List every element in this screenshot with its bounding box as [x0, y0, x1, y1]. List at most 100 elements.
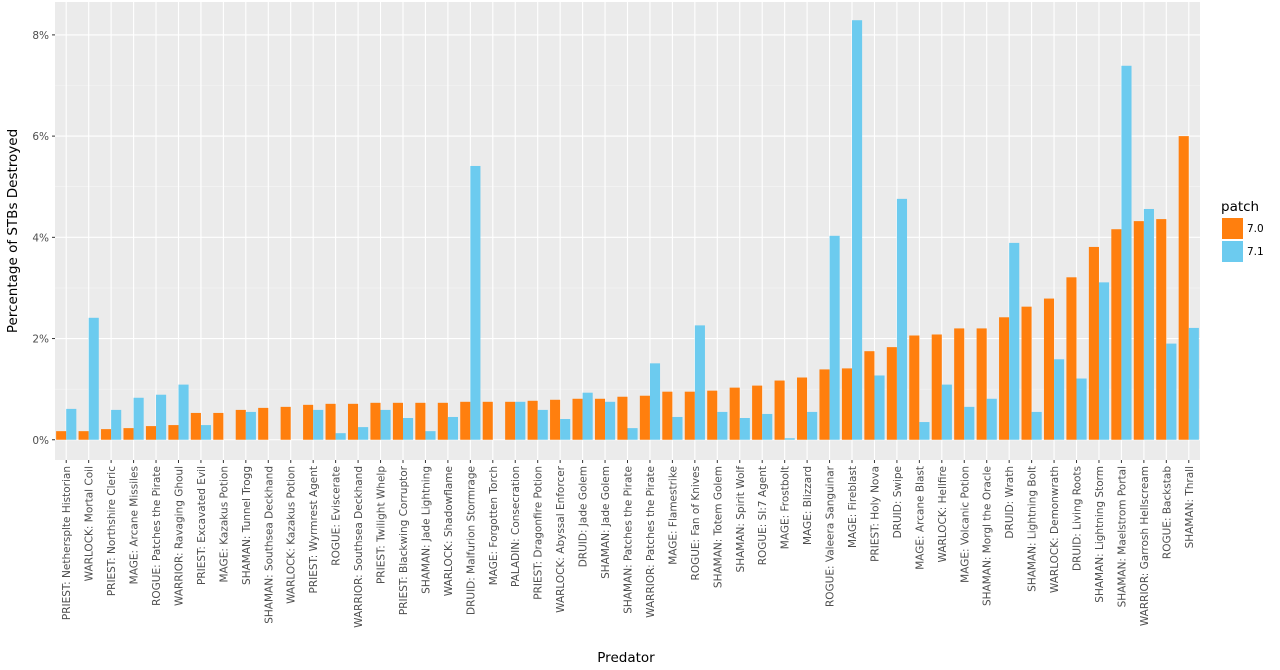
x-tick-label: SHAMAN: Thrall: [1184, 466, 1196, 548]
bar-7-1: [896, 198, 908, 440]
bar-7-0: [572, 398, 583, 440]
x-tick-label: DRUID: Swipe: [892, 466, 904, 538]
x-tick-label: DRUID: Malfurion Stormrage: [465, 466, 477, 615]
bar-7-1: [1143, 208, 1154, 440]
y-tick-label: 2%: [32, 334, 49, 346]
bar-7-1: [582, 392, 593, 440]
x-tick-label: ROGUE: SI:7 Agent: [757, 466, 769, 565]
bar-7-1: [425, 431, 436, 440]
bar-7-1: [88, 317, 99, 440]
x-tick-label: MAGE: Arcane Blast: [914, 466, 926, 570]
x-tick-label: MAGE: Arcane Missiles: [129, 466, 141, 584]
bar-7-0: [594, 398, 606, 440]
legend-swatch: [1222, 218, 1243, 239]
x-tick-label: WARRIOR: Patches the Pirate: [645, 466, 657, 618]
x-tick-label: SHAMAN: Morgl the Oracle: [982, 466, 994, 606]
x-tick-label: WARRIOR: Ravaging Ghoul: [173, 466, 185, 606]
bar-7-0: [707, 390, 718, 440]
x-tick-label: DRUID: Living Roots: [1072, 466, 1084, 571]
bar-7-1: [829, 235, 840, 440]
bar-7-1: [111, 409, 122, 440]
bar-7-0: [56, 431, 67, 440]
bar-7-0: [1156, 219, 1167, 440]
bar-7-1: [470, 165, 481, 440]
x-tick-label: MAGE: Kazakus Potion: [218, 466, 230, 583]
bar-7-1: [156, 394, 167, 440]
bar-7-1: [919, 422, 930, 440]
x-tick-label: WARLOCK: Demonwrath: [1049, 466, 1061, 593]
bar-7-0: [1088, 246, 1099, 440]
y-tick-label: 4%: [32, 232, 49, 244]
bar-7-0: [505, 401, 516, 440]
bar-7-0: [639, 395, 650, 440]
bar-7-1: [1098, 282, 1110, 440]
bar-7-0: [1111, 229, 1122, 440]
bar-7-1: [133, 397, 144, 440]
x-tick-label: WARRIOR: Southsea Deckhand: [353, 466, 365, 628]
bar-7-1: [1076, 378, 1087, 440]
bar-7-1: [200, 425, 212, 440]
bar-7-1: [1188, 327, 1199, 440]
bar-7-0: [482, 401, 493, 440]
bar-7-0: [101, 429, 112, 440]
bar-7-1: [874, 375, 885, 440]
bar-7-1: [627, 428, 638, 440]
bar-7-0: [123, 428, 134, 440]
bar-7-0: [280, 406, 291, 440]
x-tick-label: MAGE: Fireblast: [847, 466, 859, 548]
bar-7-1: [447, 416, 458, 440]
x-tick-label: SHAMAN: Totem Golem: [712, 466, 724, 588]
bar-7-1: [515, 401, 526, 440]
bar-7-0: [954, 328, 965, 440]
x-tick-label: DRUID: Wrath: [1004, 466, 1016, 539]
x-tick-label: PRIEST: Dragonfire Potion: [533, 466, 545, 600]
x-tick-label: PRIEST: Holy Nova: [869, 466, 881, 562]
bar-7-0: [460, 401, 471, 440]
legend-title: patch: [1221, 199, 1259, 215]
bar-7-0: [1021, 306, 1032, 440]
bar-7-0: [729, 387, 740, 440]
bar-7-1: [605, 401, 616, 440]
x-tick-label: PRIEST: Northshire Cleric: [106, 466, 118, 596]
bar-7-1: [178, 384, 189, 440]
bar-7-0: [190, 412, 201, 440]
bar-7-1: [986, 398, 997, 440]
x-tick-label: WARLOCK: Shadowflame: [443, 466, 455, 596]
bar-7-1: [784, 438, 795, 440]
bar-7-0: [78, 431, 89, 440]
bar-7-0: [909, 335, 920, 440]
x-tick-label: SHAMAN: Lightning Storm: [1094, 466, 1106, 603]
x-tick-label: SHAMAN: Southsea Deckhand: [263, 466, 275, 624]
bar-7-1: [964, 406, 975, 440]
bar-7-0: [797, 377, 808, 440]
x-tick-label: SHAMAN: Patches the Pirate: [623, 466, 635, 614]
bar-7-0: [886, 347, 897, 440]
bar-7-1: [335, 433, 346, 440]
x-tick-label: PALADIN: Consecration: [510, 466, 522, 587]
bar-7-0: [303, 404, 314, 440]
bar-7-1: [649, 363, 661, 440]
bar-7-1: [560, 419, 571, 440]
bar-7-0: [1043, 298, 1055, 440]
x-tick-label: PRIEST: Twilight Whelp: [376, 466, 388, 584]
x-tick-label: WARLOCK: Hellfire: [937, 466, 949, 562]
x-axis-title: Predator: [597, 650, 655, 666]
bar-7-1: [537, 409, 548, 440]
bar-7-1: [762, 413, 773, 440]
bar-7-1: [694, 325, 705, 440]
bar-7-0: [864, 351, 875, 440]
legend-swatch: [1222, 241, 1243, 262]
x-tick-label: WARLOCK: Abyssal Enforcer: [555, 465, 567, 613]
x-tick-label: PRIEST: Excavated Evil: [196, 466, 208, 585]
y-tick-label: 6%: [32, 131, 49, 143]
x-tick-label: ROGUE: Fan of Knives: [690, 466, 702, 580]
bar-7-0: [258, 407, 269, 440]
x-tick-label: MAGE: Forgotten Torch: [488, 466, 500, 585]
bar-7-1: [852, 20, 863, 440]
x-tick-label: PRIEST: Nethersplte Historian: [61, 466, 73, 620]
x-tick-label: MAGE: Frostbolt: [780, 466, 792, 549]
x-tick-label: ROGUE: Eviscerate: [331, 466, 343, 566]
x-tick-label: SHAMAN: Spirit Wolf: [735, 466, 747, 573]
x-tick-label: ROGUE: Backstab: [1161, 466, 1173, 559]
x-axis: PRIEST: Nethersplte Historian WARLOCK: Mo…: [61, 460, 1196, 628]
